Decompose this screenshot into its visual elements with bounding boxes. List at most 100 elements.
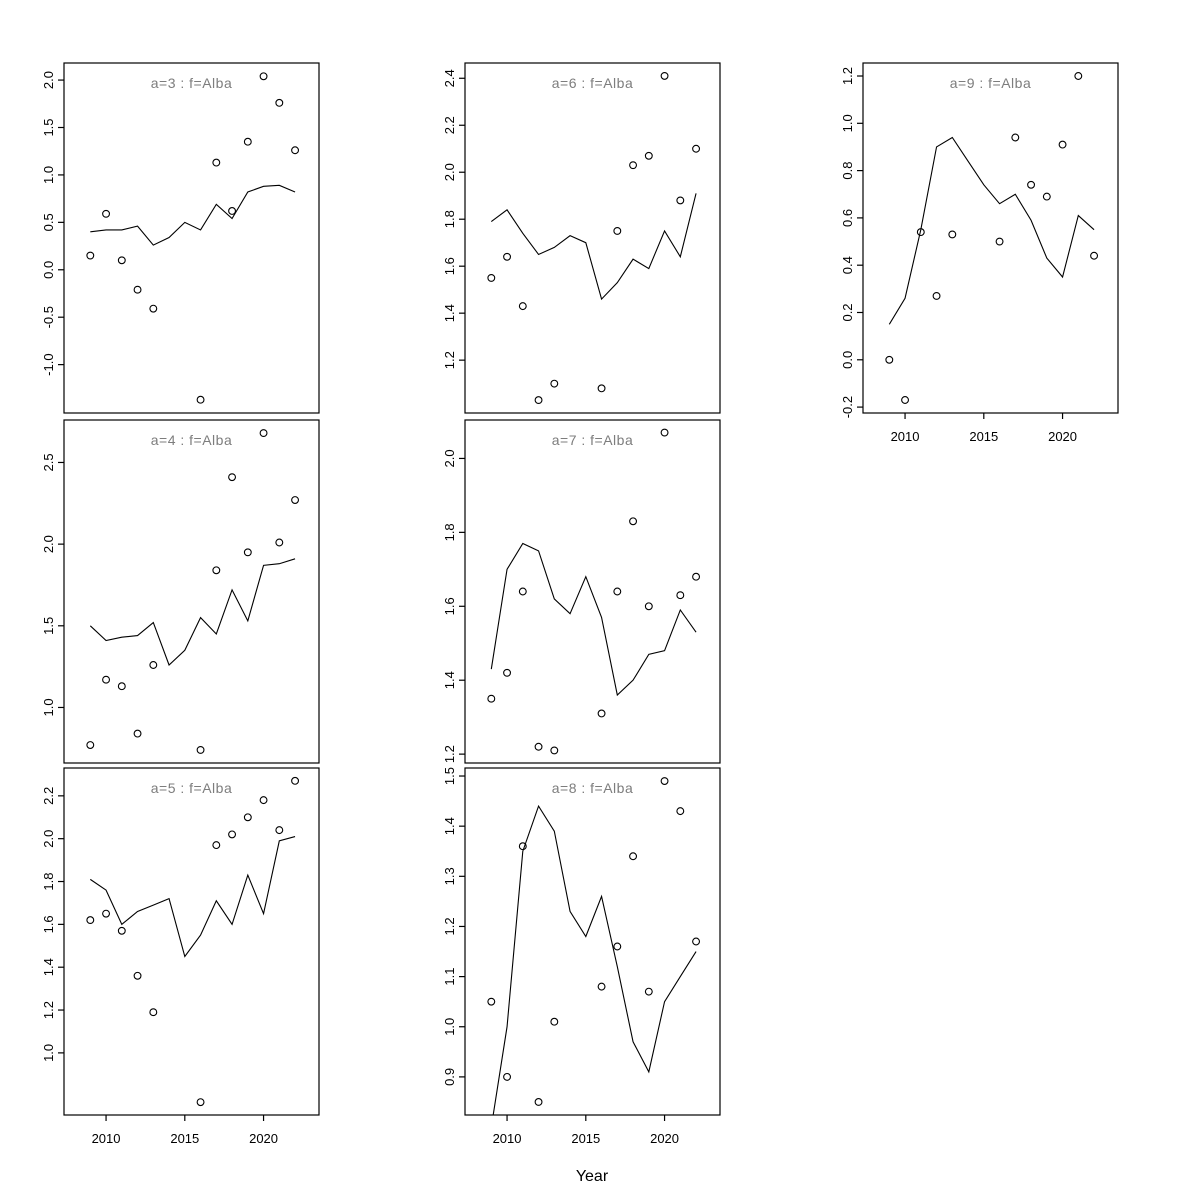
data-point	[932, 291, 941, 300]
panel-title: a=4 : f=Alba	[151, 432, 233, 448]
data-point	[629, 852, 638, 861]
y-tick-label: 1.6	[442, 597, 457, 615]
data-point	[644, 602, 653, 611]
data-point	[550, 379, 559, 388]
y-tick-label: 1.1	[442, 968, 457, 986]
y-tick-label: 2.0	[442, 163, 457, 181]
y-tick-label: 1.0	[41, 1044, 56, 1062]
data-point	[518, 587, 527, 596]
y-tick-label: 0.4	[840, 256, 855, 274]
trend-line	[90, 184, 296, 246]
y-tick-label: 1.0	[41, 166, 56, 184]
data-point	[644, 151, 653, 160]
data-point	[117, 926, 126, 935]
y-tick-label: 0.2	[840, 303, 855, 321]
data-point	[503, 668, 511, 677]
data-point	[212, 566, 221, 575]
y-tick-label: 1.5	[442, 767, 457, 785]
y-tick-label: -1.0	[41, 353, 56, 375]
data-point	[228, 207, 237, 215]
panel-a5: a=5 : f=Alba 1.0 1.2 1.4 1.6 1.8 2.0 2.2 2010 201…	[41, 767, 320, 1146]
y-tick-label: 0.5	[41, 213, 56, 231]
x-tick-label: 2010	[891, 429, 920, 444]
data-point	[196, 745, 205, 754]
y-tick-label: 1.5	[41, 617, 56, 635]
y-tick-label: 1.2	[41, 1001, 56, 1019]
data-point	[259, 72, 268, 81]
y-tick-label: 1.0	[41, 698, 56, 716]
data-point	[133, 285, 142, 294]
y-tick-label: 2.0	[41, 535, 56, 553]
data-point	[550, 1017, 559, 1026]
data-point	[1042, 192, 1051, 201]
data-point	[901, 396, 909, 404]
panel-a9: a=9 : f=Alba -0.2 0.0 0.2 0.4 0.6 0.8 1.0 1.2 201…	[840, 62, 1119, 444]
panel-border	[464, 419, 721, 764]
panel-title: a=9 : f=Alba	[950, 75, 1032, 91]
x-tick-label: 2015	[170, 1131, 199, 1146]
data-point	[133, 971, 142, 980]
data-point	[275, 826, 284, 835]
data-point	[518, 842, 527, 851]
y-tick-label: 0.6	[840, 209, 855, 227]
data-point	[86, 916, 95, 925]
data-point	[275, 98, 284, 107]
data-point	[228, 473, 237, 482]
data-point	[117, 256, 126, 265]
data-point	[948, 230, 957, 239]
data-point	[676, 196, 685, 205]
data-point	[503, 1072, 511, 1081]
data-point	[291, 776, 300, 785]
data-point	[102, 209, 111, 218]
data-point	[291, 496, 300, 504]
y-tick-label: 1.5	[41, 118, 56, 136]
x-tick-label: 2010	[92, 1131, 121, 1146]
y-tick-label: 2.5	[41, 453, 56, 471]
data-point	[597, 982, 606, 991]
data-point	[259, 796, 268, 805]
data-point	[1058, 140, 1067, 149]
y-tick-label: 2.2	[41, 787, 56, 805]
panel-a8: a=8 : f=Alba 0.9 1.0 1.1 1.2 1.3 1.4 1.5 2010 201…	[442, 767, 721, 1146]
data-point	[534, 396, 543, 405]
data-point	[487, 273, 496, 282]
y-tick-label: -0.5	[41, 306, 56, 328]
data-point	[102, 675, 111, 684]
y-tick-label: 1.2	[442, 745, 457, 763]
y-tick-label: 2.2	[442, 116, 457, 134]
panel-border	[63, 62, 320, 414]
y-tick-label: 1.2	[840, 67, 855, 85]
y-tick-label: 2.4	[442, 69, 457, 87]
panel-border	[464, 62, 721, 414]
data-point	[196, 1098, 205, 1107]
data-point	[534, 1098, 543, 1106]
data-point	[676, 807, 685, 816]
data-point	[629, 517, 638, 526]
x-tick-label: 2020	[650, 1131, 679, 1146]
data-point	[228, 830, 237, 839]
data-point	[692, 937, 701, 946]
data-point	[275, 538, 284, 547]
trend-line	[490, 193, 697, 301]
data-point	[243, 548, 252, 557]
data-point	[503, 252, 511, 261]
y-tick-label: 1.4	[442, 671, 457, 689]
data-point	[613, 227, 622, 235]
panel-title: a=6 : f=Alba	[552, 75, 634, 91]
data-point	[916, 228, 925, 237]
data-point	[133, 729, 142, 738]
panel-border	[63, 419, 320, 764]
data-point	[597, 709, 606, 718]
data-point	[692, 144, 701, 153]
data-point	[149, 661, 158, 669]
panel-a7: a=7 : f=Alba 1.2 1.4 1.6 1.8 2.0	[442, 419, 721, 764]
data-point	[629, 161, 638, 170]
data-point	[660, 777, 669, 785]
panel-a3: a=3 : f=Alba -1.0 -0.5 0.0 0.5 1.0 1.5 2.0	[41, 62, 320, 414]
y-tick-label: 1.4	[41, 958, 56, 976]
data-point	[660, 71, 669, 80]
y-tick-label: 1.6	[41, 915, 56, 933]
data-point	[644, 987, 653, 996]
data-point	[243, 813, 252, 822]
